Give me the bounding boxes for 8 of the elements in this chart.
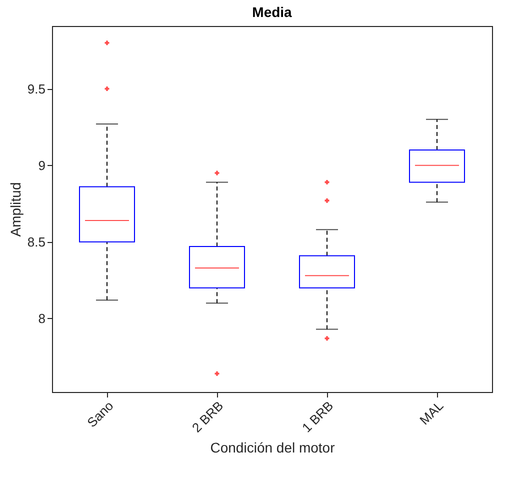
x-axis-title: Condición del motor bbox=[210, 439, 336, 456]
y-tick-label: 9.5 bbox=[27, 81, 46, 96]
x-tick-label: MAL bbox=[416, 398, 446, 428]
y-axis-title: Amplitud bbox=[7, 182, 24, 237]
y-tick-label: 8 bbox=[38, 310, 46, 326]
y-tick-label: 9 bbox=[38, 158, 46, 173]
y-tick-label: 8.5 bbox=[27, 234, 46, 250]
chart-title: Media bbox=[252, 4, 292, 20]
